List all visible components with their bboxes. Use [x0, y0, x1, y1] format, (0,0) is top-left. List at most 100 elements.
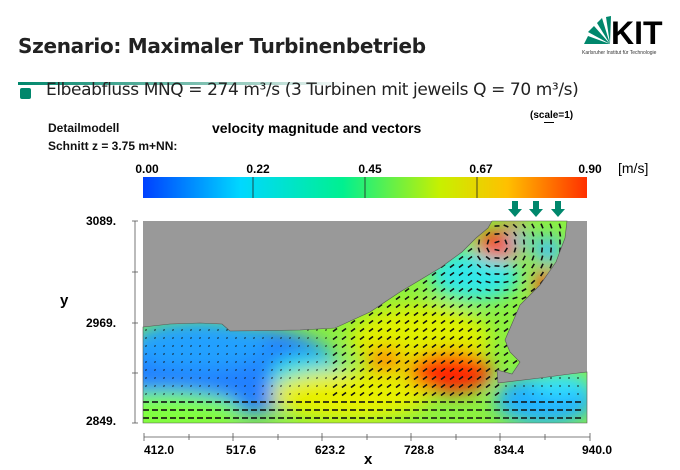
- velocity-vector-arrow: [431, 335, 437, 341]
- velocity-vector-arrow: [217, 345, 219, 347]
- velocity-vector-arrow: [395, 367, 401, 373]
- velocity-vector-arrow: [395, 327, 401, 333]
- velocity-vector-arrow: [316, 329, 318, 331]
- velocity-vector-arrow: [386, 391, 392, 397]
- velocity-vector-arrow: [503, 224, 509, 228]
- velocity-vector-arrow: [512, 223, 518, 229]
- velocity-vector-arrow: [271, 353, 273, 355]
- velocity-vector-arrow: [395, 383, 401, 389]
- velocity-vector-arrow: [316, 337, 318, 339]
- svg-text:Karlsruher Institut für Techno: Karlsruher Institut für Technologie: [582, 50, 657, 56]
- velocity-vector-arrow: [467, 391, 473, 397]
- velocity-vector-arrow: [530, 287, 536, 293]
- velocity-vector-arrow: [494, 351, 500, 357]
- velocity-vector-arrow: [190, 377, 192, 379]
- velocity-vector-arrow: [494, 319, 500, 325]
- velocity-vector-arrow: [476, 335, 482, 341]
- velocity-vector-arrow: [467, 343, 473, 349]
- velocity-vector-arrow: [199, 353, 201, 355]
- velocity-vector-arrow: [307, 369, 309, 371]
- title-underline: [18, 82, 348, 85]
- velocity-vector-arrow: [350, 367, 356, 373]
- velocity-vector-arrow: [217, 385, 219, 387]
- y-axis: [132, 220, 138, 424]
- velocity-vector-arrow: [377, 303, 383, 309]
- velocity-vector-arrow: [325, 393, 327, 395]
- velocity-vector-arrow: [422, 279, 428, 285]
- velocity-vector-arrow: [341, 359, 347, 365]
- velocity-vector-arrow: [368, 343, 374, 349]
- velocity-vector-arrow: [413, 327, 419, 333]
- velocity-vector-arrow: [271, 393, 273, 395]
- velocity-vector-arrow: [235, 369, 237, 371]
- velocity-vector-arrow: [341, 375, 347, 381]
- velocity-vector-arrow: [521, 279, 527, 285]
- velocity-vector-arrow: [244, 377, 246, 379]
- velocity-vector-arrow: [172, 329, 174, 331]
- velocity-vector-arrow: [494, 240, 500, 244]
- velocity-vector-arrow: [325, 361, 327, 363]
- velocity-vector-arrow: [190, 385, 192, 387]
- velocity-vector-arrow: [521, 223, 527, 229]
- velocity-vector-arrow: [458, 279, 464, 285]
- velocity-vector-arrow: [413, 343, 419, 349]
- velocity-vector-arrow: [262, 369, 264, 371]
- velocity-vector-arrow: [413, 351, 419, 357]
- velocity-vector-arrow: [476, 359, 482, 365]
- velocity-vector-arrow: [226, 345, 228, 347]
- velocity-vector-arrow: [172, 345, 174, 347]
- velocity-vector-arrow: [163, 377, 165, 379]
- y-tick-label: 3089.: [86, 214, 117, 228]
- velocity-vector-arrow: [307, 353, 309, 355]
- velocity-vector-arrow: [522, 247, 526, 253]
- velocity-vector-arrow: [449, 271, 455, 277]
- velocity-vector-arrow: [476, 271, 482, 277]
- velocity-vector-arrow: [476, 367, 482, 373]
- velocity-vector-arrow: [145, 377, 147, 379]
- velocity-vector-arrow: [208, 361, 210, 363]
- velocity-vector-arrow: [467, 247, 473, 253]
- velocity-vector-arrow: [422, 311, 428, 317]
- velocity-vector-arrow: [531, 247, 535, 253]
- velocity-vector-arrow: [503, 247, 509, 253]
- velocity-vector-arrow: [422, 335, 428, 341]
- velocity-vector-arrow: [395, 311, 401, 317]
- velocity-vector-arrow: [271, 361, 273, 363]
- velocity-vector-arrow: [253, 345, 255, 347]
- velocity-vector-arrow: [307, 393, 309, 395]
- velocity-vector-arrow: [154, 393, 156, 395]
- velocity-vector-arrow: [404, 391, 410, 397]
- velocity-vector-arrow: [181, 361, 183, 363]
- velocity-vector-arrow: [386, 375, 392, 381]
- velocity-vector-arrow: [413, 359, 419, 365]
- velocity-vector-arrow: [549, 263, 553, 269]
- x-axis-label: x: [364, 451, 373, 468]
- velocity-vector-arrow: [226, 361, 228, 363]
- velocity-vector-arrow: [503, 264, 509, 268]
- velocity-vector-arrow: [359, 375, 365, 381]
- velocity-vector-arrow: [512, 288, 518, 292]
- velocity-vector-arrow: [253, 337, 255, 339]
- velocity-vector-arrow: [449, 375, 455, 381]
- velocity-vector-arrow: [181, 385, 183, 387]
- velocity-vector-arrow: [145, 353, 147, 355]
- velocity-vector-arrow: [413, 335, 419, 341]
- velocity-vector-arrow: [467, 279, 473, 285]
- velocity-vector-arrow: [181, 337, 183, 339]
- velocity-vector-arrow: [440, 343, 446, 349]
- velocity-vector-arrow: [449, 279, 455, 285]
- velocity-vector-arrow: [226, 369, 228, 371]
- colorbar-tick: 0.00: [135, 162, 159, 176]
- velocity-vector-arrow: [404, 351, 410, 357]
- y-tick-label: 2849.: [86, 414, 117, 428]
- velocity-vector-arrow: [422, 343, 428, 349]
- velocity-vector-arrow: [289, 369, 291, 371]
- velocity-vector-arrow: [298, 369, 300, 371]
- x-tick-label: 834.4: [494, 443, 525, 457]
- velocity-vector-arrow: [485, 383, 491, 389]
- velocity-vector-arrow: [422, 319, 428, 325]
- velocity-vector-arrow: [440, 271, 446, 277]
- velocity-vector-arrow: [413, 319, 419, 325]
- velocity-vector-arrow: [359, 383, 365, 389]
- velocity-vector-arrow: [530, 271, 536, 277]
